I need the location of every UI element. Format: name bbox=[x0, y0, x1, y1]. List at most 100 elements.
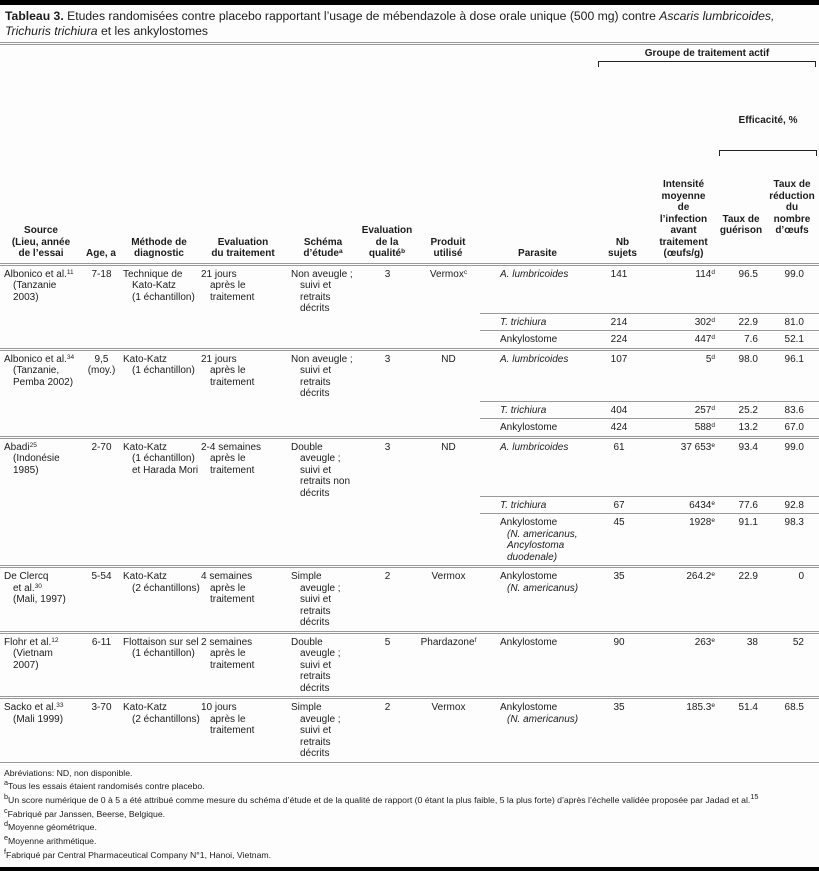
source-location-year: (Mali 1999) bbox=[13, 713, 64, 725]
cell-cure-rate: 22.9 bbox=[717, 312, 765, 331]
parasite-results: A. lumbricoides 107 5d 98.0 96.1 T. tric… bbox=[480, 347, 819, 437]
col-header-evaluation: Evaluation du traitement bbox=[211, 236, 275, 260]
intensity-footnote-mark: d bbox=[711, 422, 715, 429]
cell-parasite: T. trichiura bbox=[480, 495, 595, 514]
source-location-year: (Indonésie 1985) bbox=[13, 453, 60, 476]
cell-study-design: Simple aveugle ; suivi et retraits décri… bbox=[288, 696, 358, 763]
quality-footnote-mark: b bbox=[401, 248, 406, 255]
table-body: Albonico et al.11 (Tanzanie 2003) 7-18 T… bbox=[0, 262, 819, 763]
intensity-footnote-mark: d bbox=[711, 404, 715, 412]
parasite-row: Ankylostome 90 263e 38 52 bbox=[480, 634, 819, 651]
cell-parasite: Ankylostome bbox=[480, 330, 595, 348]
col-header-source: Source (Lieu, année de l’essai bbox=[11, 225, 71, 259]
cell-product: Vermox bbox=[416, 696, 480, 763]
parasite-subtable: Ankylostome (N. americanus) 35 185.3e 51.… bbox=[480, 699, 819, 727]
footnote-line: fFabriqué par Central Pharmaceutical Com… bbox=[4, 846, 272, 860]
footnote-line: eMoyenne arithmétique. bbox=[4, 832, 97, 846]
footnote-line: cFabriqué par Janssen, Beerse, Belgique. bbox=[4, 805, 166, 819]
cell-study-design: Simple aveugle ; suivi et retraits décri… bbox=[288, 565, 358, 632]
source-name: Albonico et al. bbox=[4, 268, 67, 280]
schema-footnote-mark: a bbox=[338, 248, 343, 255]
parasite-name: Ankylostome bbox=[500, 422, 558, 433]
source-name: Flohr et al. bbox=[4, 636, 52, 648]
parasite-row: Ankylostome 224 447d 7.6 52.1 bbox=[480, 330, 819, 348]
cell-parasite: Ankylostome (N. americanus) bbox=[480, 699, 595, 727]
cell-infection-intensity: 6434e bbox=[650, 495, 717, 514]
footnote-line: aTous les essais étaient randomisés cont… bbox=[4, 778, 205, 792]
cell-n-sujets: 45 bbox=[595, 513, 650, 565]
cell-egg-reduction-rate: 96.1 bbox=[784, 353, 804, 365]
intensity-footnote-mark: d bbox=[711, 316, 715, 324]
parasite-name: Ankylostome bbox=[500, 702, 558, 713]
cell-infection-intensity: 263e bbox=[694, 636, 715, 648]
cell-egg-reduction-rate: 52.1 bbox=[765, 330, 819, 348]
cell-diagnostic-method: Kato-Katz (1 échantillon) et Harada Mori bbox=[120, 435, 198, 567]
cell-parasite: Ankylostome bbox=[480, 418, 595, 436]
cell-infection-intensity: 447d bbox=[650, 330, 717, 348]
cell-source: De Clercq et al.30 (Mali, 1997) bbox=[0, 565, 82, 632]
cell-n-sujets: 61 bbox=[613, 441, 625, 453]
table-caption: Tableau 3. Etudes randomisées contre pla… bbox=[0, 5, 819, 45]
parasite-name: Ankylostome bbox=[500, 517, 558, 528]
cell-egg-reduction-rate: 67.0 bbox=[765, 418, 819, 436]
parasite-row: T. trichiura 404 257d 25.2 83.6 bbox=[480, 400, 819, 419]
cell-egg-reduction-rate: 99.0 bbox=[784, 268, 804, 280]
cell-quality-score: 3 bbox=[358, 435, 416, 567]
cell-quality-score: 3 bbox=[358, 262, 416, 349]
cell-treatment-evaluation: 4 semaines après le traitement bbox=[198, 565, 288, 632]
cell-product: ND bbox=[416, 435, 480, 567]
parasite-subspecies: (N. americanus) bbox=[507, 713, 579, 725]
cell-treatment-evaluation: 21 jours après le traitement bbox=[198, 347, 288, 437]
intensity-footnote-mark: e bbox=[711, 499, 715, 507]
parasite-row: A. lumbricoides 107 5d 98.0 96.1 bbox=[480, 351, 819, 402]
parasite-name: A. lumbricoides bbox=[500, 441, 569, 453]
cell-n-sujets: 141 bbox=[610, 268, 628, 280]
caption-species-italic: Ascaris lumbricoides, Trichuris trichiur… bbox=[5, 9, 775, 38]
cell-study-design: Double aveugle ; suivi et retraits non d… bbox=[288, 435, 358, 567]
source-reference-mark: 11 bbox=[66, 268, 74, 276]
parasite-row: A. lumbricoides 141 114d 96.5 99.0 bbox=[480, 266, 819, 314]
cell-n-sujets: 424 bbox=[595, 418, 650, 436]
cell-diagnostic-method: Kato-Katz (1 échantillon) bbox=[120, 347, 198, 437]
groupe-bracket bbox=[598, 60, 817, 67]
col-header-product: Produit utilisé bbox=[430, 236, 466, 260]
cell-quality-score: 2 bbox=[358, 565, 416, 632]
cell-egg-reduction-rate: 81.0 bbox=[765, 312, 819, 331]
header-groupe-traitement: Groupe de traitement actif bbox=[595, 45, 819, 67]
cell-treatment-evaluation: 10 jours après le traitement bbox=[198, 696, 288, 763]
cell-parasite: A. lumbricoides bbox=[480, 439, 595, 497]
parasite-row: Ankylostome (N. americanus, Ancylostoma d… bbox=[480, 513, 819, 565]
cell-source: Abadi25 (Indonésie 1985) bbox=[0, 435, 82, 567]
source-reference-mark: 30 bbox=[34, 582, 42, 590]
cell-product: ND bbox=[416, 347, 480, 437]
cell-egg-reduction-rate: 83.6 bbox=[765, 400, 819, 419]
cell-n-sujets: 35 bbox=[613, 702, 625, 713]
cell-treatment-evaluation: 21 jours après le traitement bbox=[198, 262, 288, 349]
product-footnote-mark: c bbox=[463, 268, 468, 276]
cell-n-sujets: 224 bbox=[595, 330, 650, 348]
cell-cure-rate: 98.0 bbox=[738, 353, 758, 365]
cell-egg-reduction-rate: 98.3 bbox=[765, 513, 819, 565]
source-name: Abadi bbox=[4, 441, 30, 453]
col-header-efficacy-group: Efficacité, % Taux de guérison Taux de r… bbox=[717, 67, 819, 265]
cell-age: 5-54 bbox=[82, 565, 120, 632]
cell-quality-score: 2 bbox=[358, 696, 416, 763]
table-row: Abadi25 (Indonésie 1985) 2-70 Kato-Katz … bbox=[0, 435, 819, 567]
table-row: Albonico et al.11 (Tanzanie 2003) 7-18 T… bbox=[0, 262, 819, 349]
cell-quality-score: 3 bbox=[358, 347, 416, 437]
cell-parasite: T. trichiura bbox=[480, 312, 595, 331]
cell-product: Vermoxc bbox=[416, 262, 480, 349]
cell-age: 6-11 bbox=[82, 630, 120, 698]
parasite-row: Ankylostome (N. americanus) 35 264.2e 22.… bbox=[480, 568, 819, 596]
intensity-footnote-mark: e bbox=[711, 517, 715, 524]
caption-text: Etudes randomisées contre placebo rappor… bbox=[63, 9, 660, 23]
main-table: Groupe de traitement actif Source (Lieu,… bbox=[0, 45, 819, 763]
cell-cure-rate: 22.9 bbox=[738, 571, 758, 582]
cell-infection-intensity: 264.2e bbox=[686, 571, 715, 582]
parasite-row: Ankylostome (N. americanus) 35 185.3e 51.… bbox=[480, 699, 819, 727]
cell-egg-reduction-rate: 92.8 bbox=[765, 495, 819, 514]
groupe-traitement-label: Groupe de traitement actif bbox=[644, 48, 770, 59]
parasite-row: T. trichiura 214 302d 22.9 81.0 bbox=[480, 312, 819, 331]
parasite-row: Ankylostome 424 588d 13.2 67.0 bbox=[480, 418, 819, 436]
